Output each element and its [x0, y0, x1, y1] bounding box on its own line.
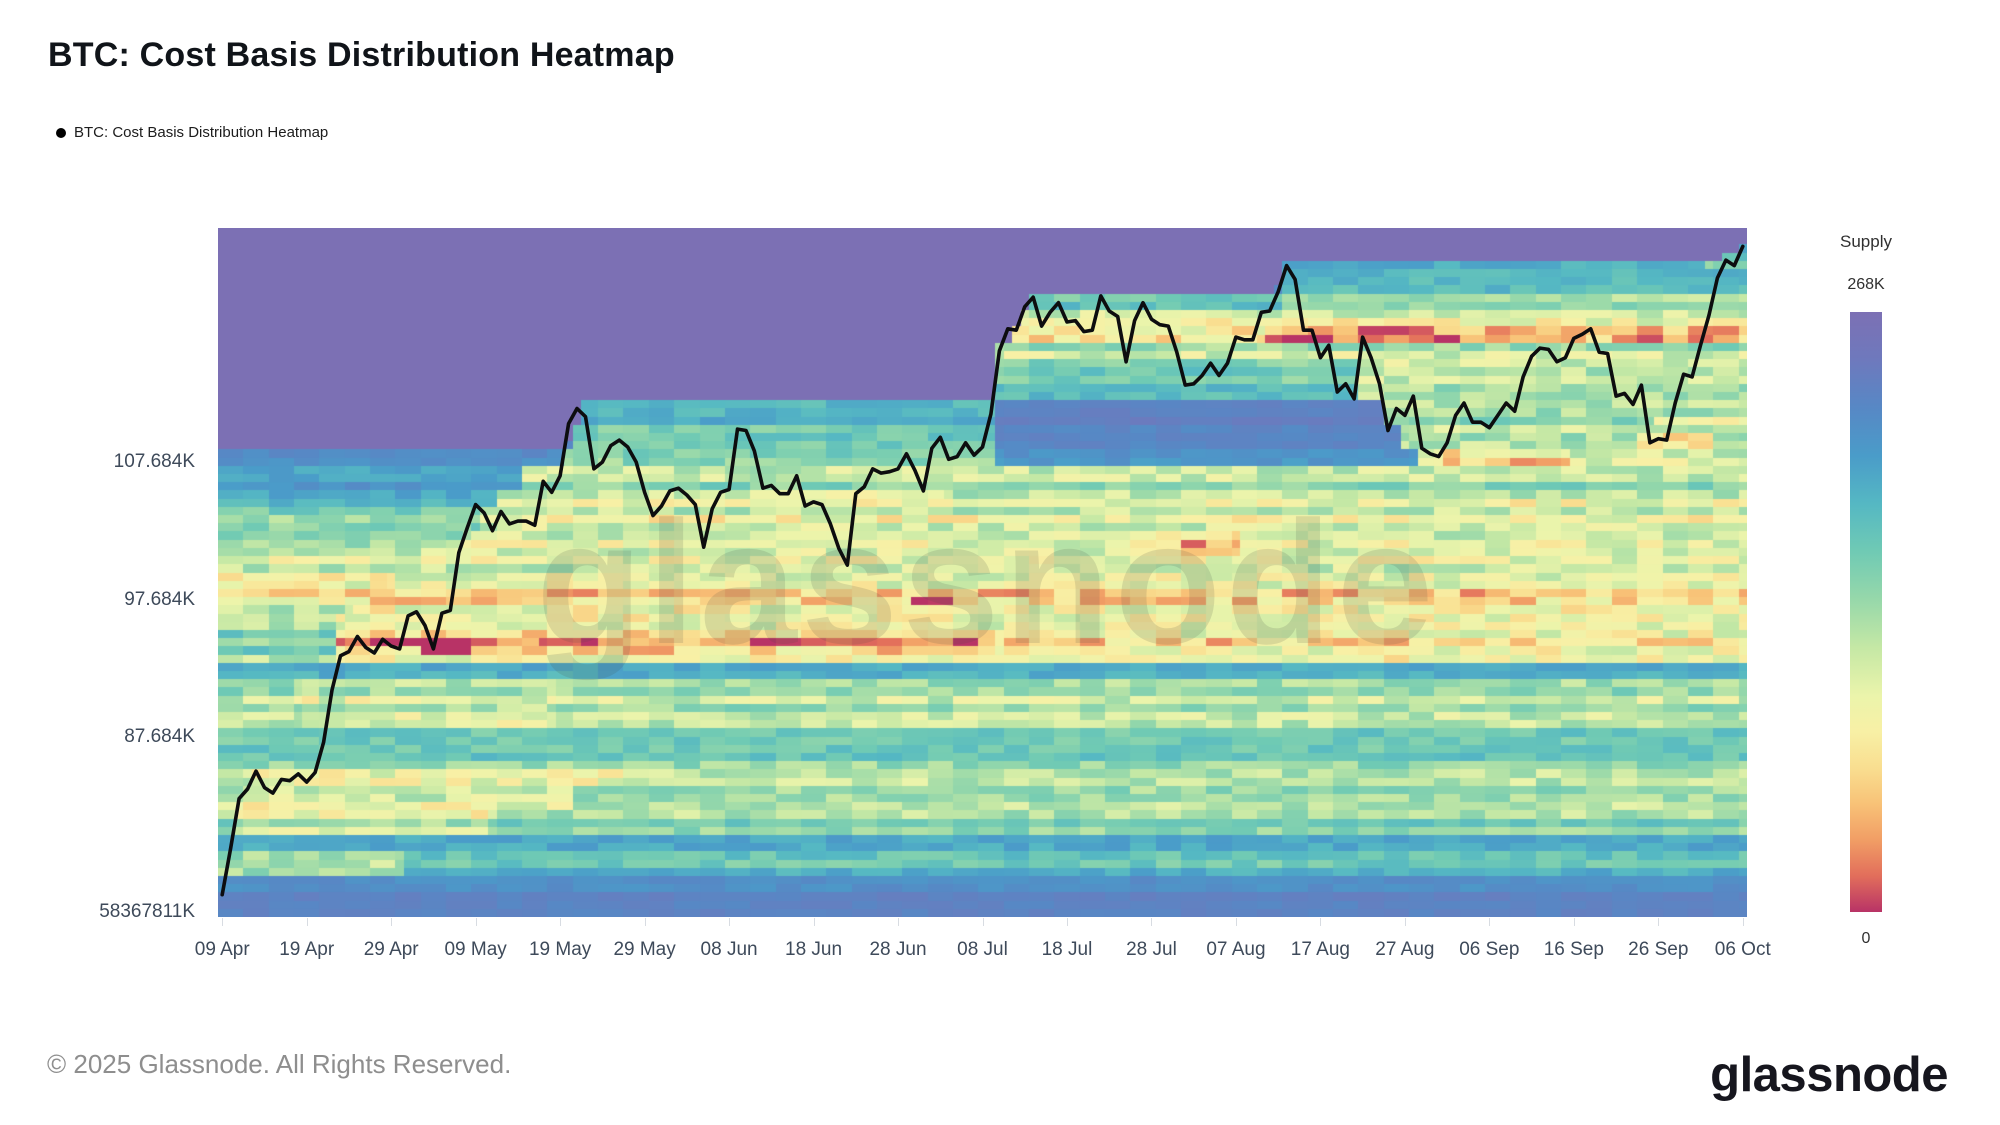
- x-axis-tick: [306, 918, 308, 926]
- colorbar-max-label: 268K: [1847, 276, 1885, 293]
- x-axis-tick: [1151, 918, 1153, 926]
- x-axis-tick: [982, 918, 984, 926]
- colorbar-title: Supply: [1840, 232, 1892, 251]
- x-axis-label: 18 Jul: [1041, 939, 1093, 960]
- x-axis-tick: [560, 918, 562, 926]
- colorbar-min-label: 0: [1861, 930, 1871, 947]
- x-axis-label: 08 Jun: [700, 939, 758, 960]
- x-axis-label: 19 May: [528, 939, 592, 960]
- x-axis-label: 29 Apr: [363, 939, 419, 960]
- x-axis-tick: [1489, 918, 1491, 926]
- x-axis-label: 16 Sep: [1543, 939, 1604, 960]
- y-axis-label: 107.684K: [113, 451, 195, 473]
- x-axis-label: 18 Jun: [785, 939, 843, 960]
- x-axis-tick: [729, 918, 731, 926]
- legend-series-label: BTC: Cost Basis Distribution Heatmap: [74, 124, 329, 141]
- x-axis-label: 26 Sep: [1628, 939, 1689, 960]
- x-axis-tick: [391, 918, 393, 926]
- x-axis-tick: [1742, 918, 1744, 926]
- legend[interactable]: BTC: Cost Basis Distribution Heatmap: [56, 124, 328, 141]
- colorbar: [1850, 312, 1882, 912]
- x-axis-label: 19 Apr: [279, 939, 335, 960]
- x-axis-tick: [1573, 918, 1575, 926]
- y-axis-min-label: 58367811K: [99, 901, 195, 922]
- x-axis-tick: [1658, 918, 1660, 926]
- y-axis-label: 87.684K: [124, 726, 195, 747]
- copyright-text: © 2025 Glassnode. All Rights Reserved.: [47, 1049, 512, 1079]
- x-axis-label: 28 Jul: [1126, 939, 1177, 960]
- page-title: BTC: Cost Basis Distribution Heatmap: [48, 36, 675, 74]
- x-axis-label: 08 Jul: [957, 939, 1008, 960]
- x-axis-label: 29 May: [613, 939, 676, 960]
- x-axis-tick: [644, 918, 646, 926]
- x-axis-tick: [1320, 918, 1322, 926]
- x-axis-label: 06 Sep: [1459, 939, 1520, 960]
- price-line: [220, 244, 1745, 897]
- legend-series-dot-icon: [56, 127, 66, 138]
- x-axis-label: 07 Aug: [1206, 939, 1266, 960]
- x-axis-label: 09 May: [444, 939, 507, 960]
- glassnode-logo: glassnode: [1710, 1048, 1948, 1102]
- x-axis-tick: [475, 918, 477, 926]
- x-axis-tick: [1066, 918, 1068, 926]
- colorbar-gradient: [1850, 312, 1882, 912]
- x-axis-tick: [813, 918, 815, 926]
- heatmap-canvas: [218, 228, 1747, 917]
- x-axis-label: 27 Aug: [1375, 939, 1435, 960]
- x-axis-label: 17 Aug: [1290, 939, 1350, 960]
- x-axis-label: 06 Oct: [1714, 939, 1771, 960]
- x-axis-tick: [222, 918, 224, 926]
- x-axis-tick: [1235, 918, 1237, 926]
- x-axis-tick: [898, 918, 900, 926]
- heatmap-plot-area[interactable]: glassnode: [218, 228, 1747, 917]
- x-axis-tick: [1404, 918, 1406, 926]
- x-axis-label: 09 Apr: [194, 939, 250, 960]
- y-axis-label: 97.684K: [124, 588, 195, 610]
- x-axis-label: 28 Jun: [869, 939, 927, 960]
